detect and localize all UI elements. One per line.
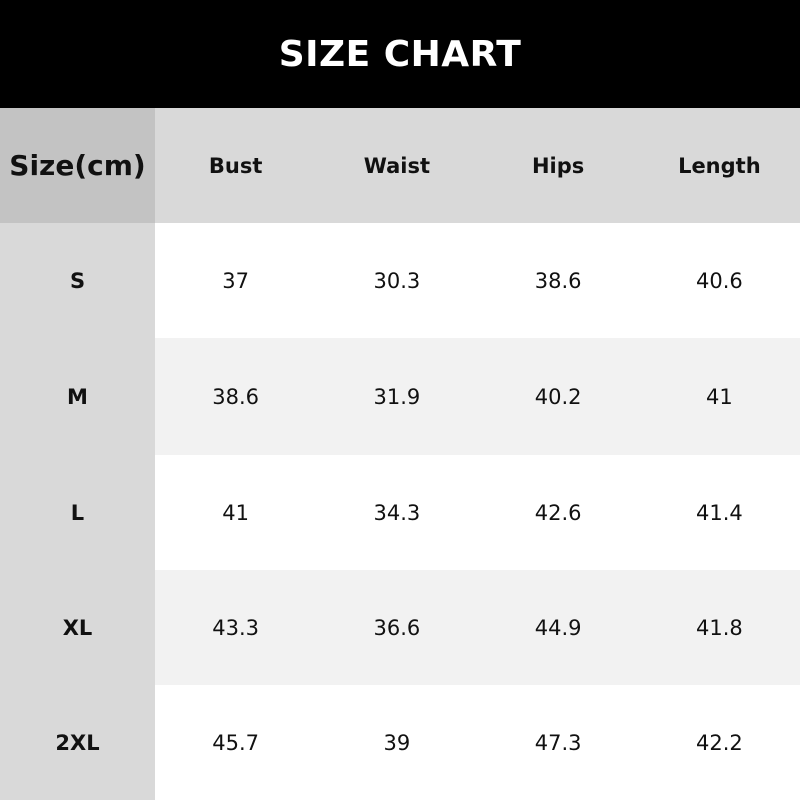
table-cell: 41: [638, 338, 800, 455]
header-size-unit: Size(cm): [0, 108, 155, 223]
column-header: Length: [638, 108, 800, 223]
size-chart-title: SIZE CHART: [0, 0, 800, 108]
row-size-label: M: [0, 338, 155, 455]
table-cell: 40.2: [477, 338, 639, 455]
table-cell: 39: [316, 685, 478, 800]
table-cell: 47.3: [477, 685, 639, 800]
table-cell: 37: [155, 223, 317, 338]
table-cell: 38.6: [477, 223, 639, 338]
table-cell: 42.6: [477, 455, 639, 570]
table-cell: 43.3: [155, 570, 317, 685]
table-cell: 31.9: [316, 338, 478, 455]
table-cell: 45.7: [155, 685, 317, 800]
table-cell: 42.2: [638, 685, 800, 800]
table-cell: 36.6: [316, 570, 478, 685]
column-header: Hips: [477, 108, 639, 223]
row-size-label: L: [0, 455, 155, 570]
table-cell: 40.6: [638, 223, 800, 338]
table-cell: 41.8: [638, 570, 800, 685]
column-header: Bust: [155, 108, 317, 223]
row-size-label: XL: [0, 570, 155, 685]
table-cell: 34.3: [316, 455, 478, 570]
row-size-label: S: [0, 223, 155, 338]
table-cell: 44.9: [477, 570, 639, 685]
table-cell: 41.4: [638, 455, 800, 570]
row-size-label: 2XL: [0, 685, 155, 800]
table-cell: 38.6: [155, 338, 317, 455]
column-header: Waist: [316, 108, 478, 223]
table-cell: 30.3: [316, 223, 478, 338]
table-cell: 41: [155, 455, 317, 570]
size-table: Size(cm) Bust Waist Hips Length S 37 30.3 38.6 40…: [0, 108, 800, 800]
